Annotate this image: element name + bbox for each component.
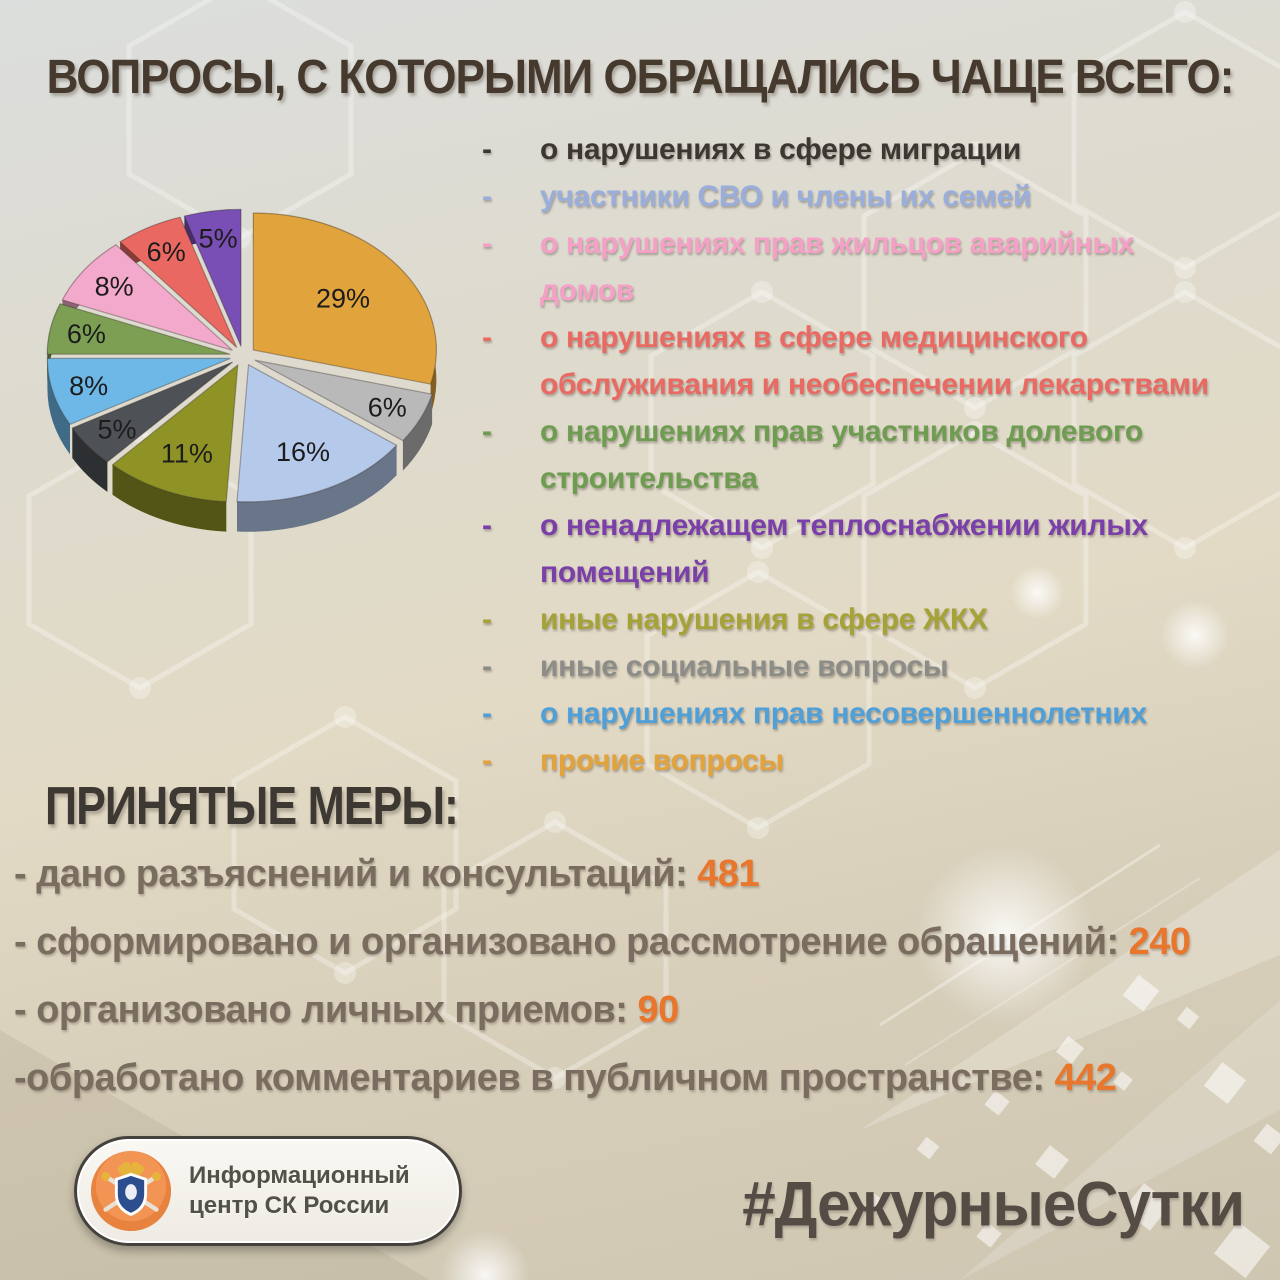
topic-item: - участники СВО и члены их семей: [468, 173, 1238, 220]
pie-slice: [254, 359, 433, 442]
topic-dash: -: [482, 603, 492, 636]
pie-slice-label: 5%: [97, 415, 136, 445]
topic-label: участники СВО и члены их семей: [540, 180, 1032, 213]
measure-label: - организовано личных приемов:: [14, 989, 628, 1031]
topic-label: о нарушениях в сфере медицинского: [540, 321, 1088, 354]
pie-slice: [236, 363, 398, 503]
topic-dash: -: [482, 180, 492, 213]
topic-item: - о нарушениях прав несовершеннолетних: [468, 690, 1238, 737]
topic-label: строительства: [540, 462, 758, 495]
topic-item: - иные нарушения в сфере ЖКХ: [468, 596, 1238, 643]
topic-label: иные социальные вопросы: [540, 650, 949, 683]
measures-list: - дано разъяснений и консультаций: 481 - с…: [14, 852, 1274, 1124]
measure-value: 481: [697, 853, 760, 895]
measure-item: - дано разъяснений и консультаций: 481: [14, 852, 1274, 896]
pie-slice-label: 6%: [147, 237, 186, 267]
pie-slice-wall: [237, 445, 397, 532]
topic-label: о ненадлежащем теплоснабжении жилых: [540, 509, 1148, 542]
topic-label: о нарушениях прав жильцов аварийных: [540, 227, 1135, 260]
topics-list: - о нарушениях в сфере миграции - участники…: [468, 126, 1238, 784]
measure-value: 240: [1128, 921, 1191, 963]
topic-item: - о нарушениях в сфере медицинского обслуж…: [468, 314, 1238, 408]
pie-slice-label: 29%: [316, 283, 370, 313]
hashtag: #ДежурныеСутки: [742, 1169, 1245, 1240]
topic-dash: -: [482, 744, 492, 777]
topic-dash: -: [482, 133, 492, 166]
pie-slice-wall: [47, 358, 70, 455]
topic-label: прочие вопросы: [540, 744, 784, 777]
pie-slice-wall: [402, 394, 433, 471]
pie-slice: [183, 208, 242, 347]
measure-label: - сформировано и организовано рассмотрен…: [14, 921, 1119, 963]
topic-dash: -: [482, 650, 492, 683]
pie-slice: [111, 363, 239, 503]
sk-emblem-icon: [90, 1150, 172, 1232]
measure-item: -обработано комментариев в публичном про…: [14, 1056, 1274, 1100]
topic-item: - прочие вопросы: [468, 737, 1238, 784]
measure-label: -обработано комментариев в публичном про…: [14, 1057, 1045, 1099]
measure-value: 442: [1054, 1057, 1117, 1099]
pie-chart: 29% 6% 16% 11% 5% 8% 6% 8% 6% 5%: [28, 188, 488, 598]
topic-label: о нарушениях прав несовершеннолетних: [540, 697, 1147, 730]
pie-slice-label: 16%: [276, 437, 330, 467]
topic-label: помещений: [540, 556, 710, 589]
topic-label: домов: [540, 274, 635, 307]
pie-slice-label: 6%: [368, 392, 407, 422]
topic-dash: -: [482, 697, 492, 730]
topic-dash: -: [482, 227, 492, 260]
topic-dash: -: [482, 321, 492, 354]
topic-item: - о нарушениях прав участников долевого ст…: [468, 408, 1238, 502]
topic-item: - иные социальные вопросы: [468, 643, 1238, 690]
pie-slice-wall: [112, 464, 227, 532]
topic-label: о нарушениях в сфере миграции: [540, 133, 1021, 166]
page-title: ВОПРОСЫ, С КОТОРЫМИ ОБРАЩАЛИСЬ ЧАЩЕ ВСЕГ…: [46, 50, 1235, 104]
topic-dash: -: [482, 415, 492, 448]
topic-label: обслуживания и необеспечении лекарствами: [540, 368, 1209, 401]
confetti-squares: [865, 974, 1280, 1279]
topic-item: - о ненадлежащем теплоснабжении жилых поме…: [468, 502, 1238, 596]
pie-slice: [252, 212, 437, 385]
topic-item: - о нарушениях прав жильцов аварийных домо…: [468, 220, 1238, 314]
pie-slice: [46, 303, 231, 355]
pie-slice-wall: [72, 428, 108, 492]
pie-slice: [46, 357, 231, 426]
hexagon-pattern: [26, 0, 1280, 1089]
measures-heading: ПРИНЯТЫЕ МЕРЫ:: [45, 775, 459, 836]
pie-slice-label: 5%: [199, 224, 238, 254]
measure-item: - организовано личных приемов: 90: [14, 988, 1274, 1032]
pie-slice: [61, 243, 233, 351]
measure-item: - сформировано и организовано рассмотрен…: [14, 920, 1274, 964]
measure-label: - дано разъяснений и консультаций:: [14, 853, 688, 895]
eagle-icon: [117, 1161, 145, 1178]
logo-text: Информационный центр СК России: [189, 1162, 410, 1219]
measure-value: 90: [637, 989, 679, 1031]
sk-logo-pill: Информационный центр СК России: [74, 1136, 462, 1246]
pie-slice-label: 6%: [67, 319, 106, 349]
pie-slice-label: 8%: [95, 271, 134, 301]
pie-slice-label: 8%: [69, 371, 108, 401]
topic-dash: -: [482, 509, 492, 542]
topic-label: иные нарушения в сфере ЖКХ: [540, 603, 988, 636]
topic-label: о нарушениях прав участников долевого: [540, 415, 1143, 448]
pie-slice: [119, 216, 238, 348]
topic-item: - о нарушениях в сфере миграции: [468, 126, 1238, 173]
pie-slice: [71, 361, 234, 463]
pie-slice-label: 11%: [161, 438, 213, 468]
